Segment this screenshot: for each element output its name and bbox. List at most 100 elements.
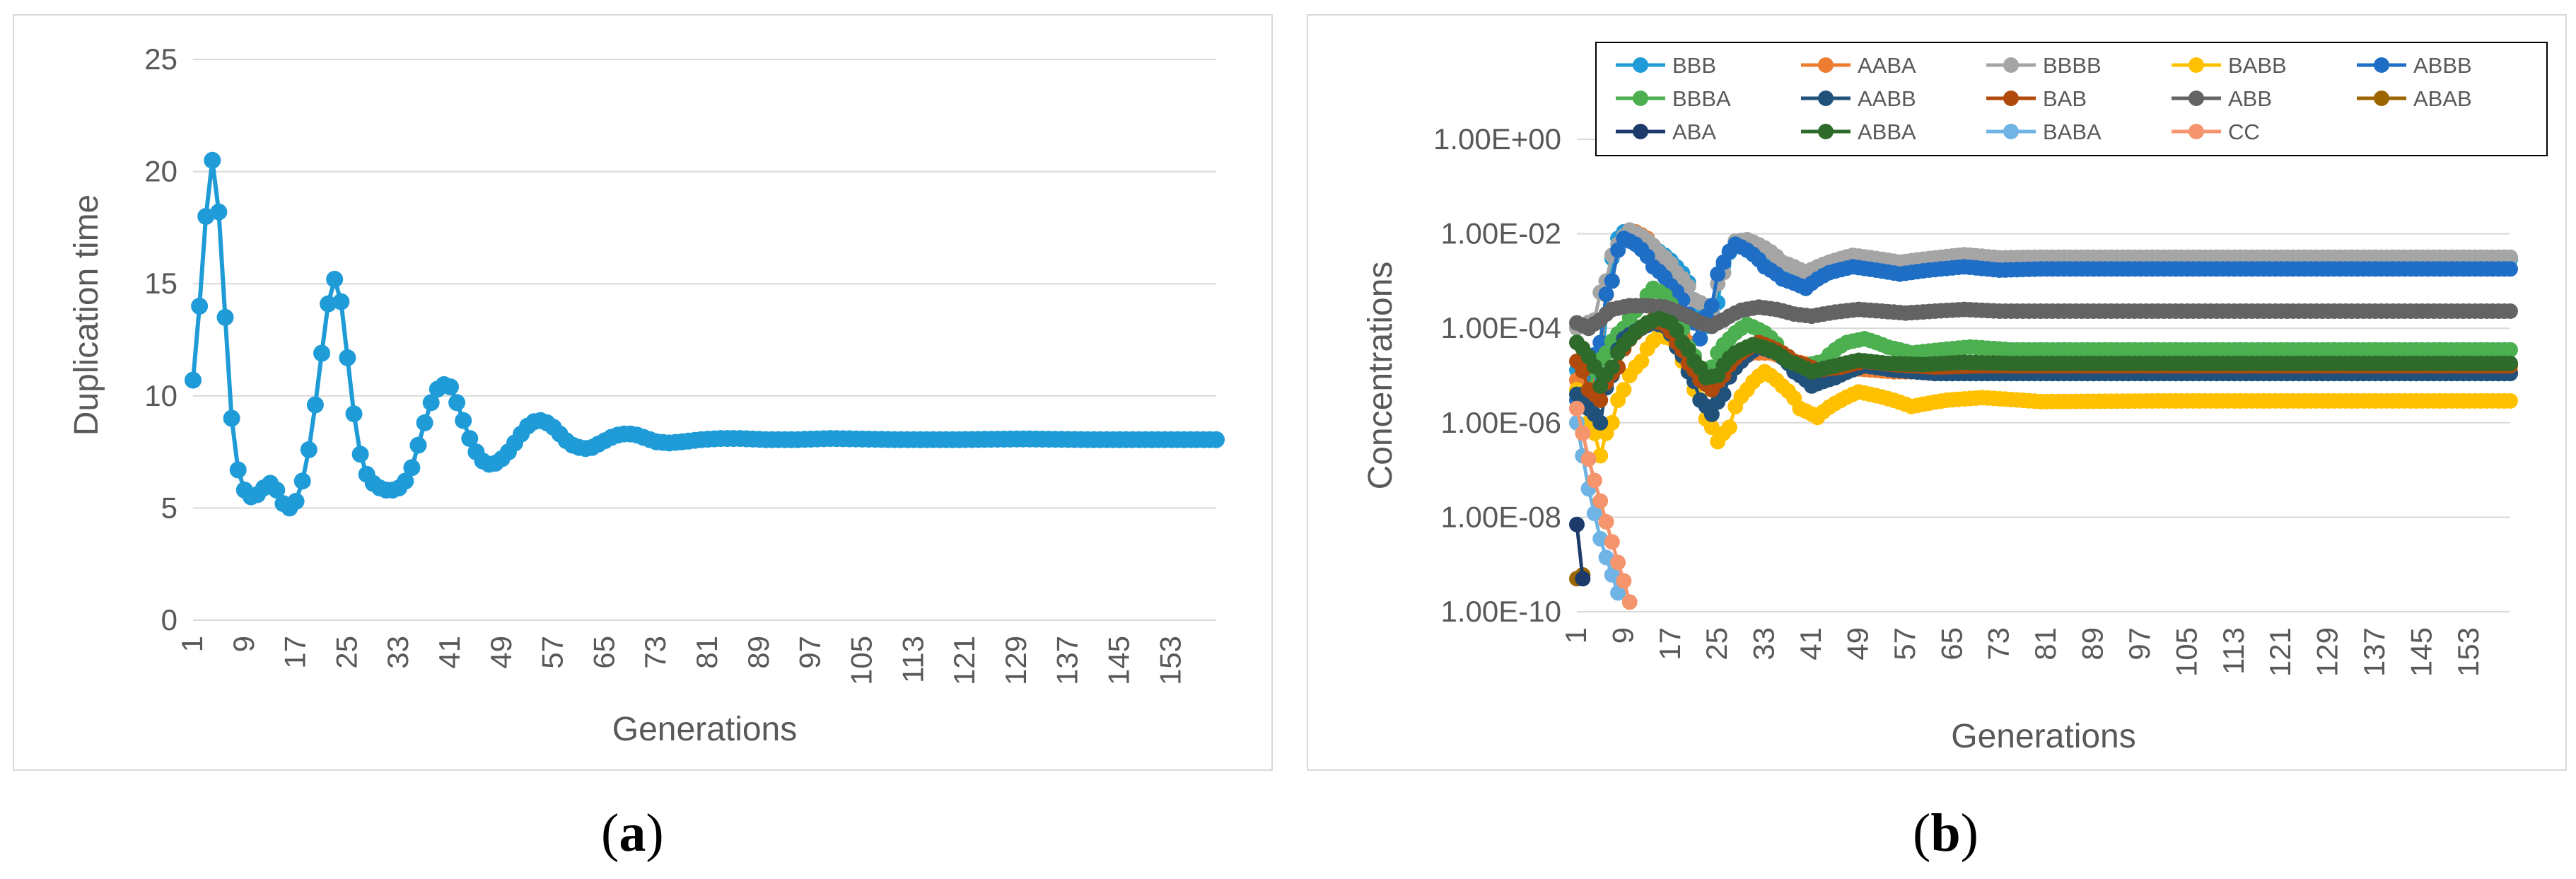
chart-a-svg: 0 5 10 15 20 25 1 9 17 25 33 41 49 57 65 73 81 89 97 105 113…	[68, 42, 1225, 748]
data-point	[1715, 386, 1732, 402]
x-tick-label: 129	[2311, 627, 2344, 677]
x-tick-label: 97	[793, 636, 827, 669]
x-tick-label: 137	[2358, 627, 2391, 677]
x-tick-label: 145	[1102, 636, 1135, 685]
x-tick-label: 1	[175, 636, 209, 652]
chart-b-svg: 1.00E-10 1.00E-08 1.00E-06 1.00E-04 1.00E-02…	[1362, 42, 2548, 755]
data-point	[1598, 513, 1614, 530]
legend-item: BBBA	[1616, 86, 1731, 111]
legend-marker	[2374, 57, 2389, 73]
data-point	[345, 405, 363, 423]
data-point	[1598, 549, 1614, 566]
x-tick-label: 41	[1794, 627, 1827, 660]
legend-marker	[1818, 57, 1834, 73]
data-point	[191, 297, 209, 315]
legend-marker	[2189, 57, 2204, 73]
data-point	[1592, 378, 1609, 394]
data-point	[416, 414, 433, 431]
data-point	[1592, 493, 1609, 509]
legend-item: ABBA	[1801, 120, 1916, 144]
legend-label: ABAB	[2413, 86, 2472, 111]
legend-label: BABA	[2043, 120, 2102, 144]
data-point	[1703, 419, 1720, 436]
x-tick-label: 129	[999, 636, 1032, 685]
data-point	[216, 308, 234, 326]
data-point	[1592, 448, 1609, 464]
data-point	[1598, 286, 1614, 303]
legend-label: ABBB	[2413, 53, 2472, 78]
data-point	[313, 344, 330, 362]
legend-label: AABB	[1858, 86, 1916, 111]
data-point	[1604, 273, 1620, 289]
data-point	[185, 371, 202, 389]
x-tick-label: 73	[1982, 627, 2015, 660]
series-line	[1575, 524, 1585, 579]
legend-label: BBBA	[1672, 86, 1731, 111]
y-tick-label: 25	[144, 42, 177, 76]
x-tick-label: 25	[330, 636, 363, 669]
data-point	[1680, 279, 1696, 295]
data-point	[397, 472, 414, 490]
y-tick-label: 1.00E-04	[1441, 311, 1561, 344]
y-axis-title: Concentrations	[1362, 262, 1399, 490]
x-tick-label: 65	[587, 636, 620, 669]
x-tick-label: 49	[1841, 627, 1874, 660]
legend-item: BBBB	[1986, 53, 2102, 78]
legend-item: ABB	[2172, 86, 2272, 111]
x-tick-label: 1	[1559, 627, 1592, 644]
series-bbba	[1569, 280, 2518, 431]
x-tick-label: 17	[279, 636, 312, 669]
x-tick-label: 137	[1051, 636, 1084, 685]
data-point	[1575, 363, 1591, 379]
data-point	[293, 472, 311, 490]
data-point	[1586, 506, 1602, 522]
y-tick-label: 1.00E-02	[1441, 217, 1561, 250]
x-tick-label: 65	[1935, 627, 1968, 660]
subfigure-label-b: (b)	[1913, 803, 1978, 863]
x-tick-label: 97	[2123, 627, 2156, 660]
data-point	[1592, 530, 1609, 547]
y-tick-label: 20	[144, 155, 177, 188]
x-tick-label: 25	[1700, 627, 1733, 660]
x-tick-label: 105	[2169, 627, 2203, 677]
data-point	[1610, 554, 1626, 571]
data-point	[210, 203, 228, 221]
data-point	[197, 208, 215, 225]
data-point	[326, 270, 344, 288]
x-tick-label: 153	[1153, 636, 1187, 685]
x-tick-label: 153	[2452, 627, 2485, 677]
data-point	[422, 394, 440, 412]
legend-item: AABB	[1801, 86, 1916, 111]
legend-label: BBBB	[2043, 53, 2102, 78]
legend-item: BBB	[1616, 53, 1716, 78]
legend-marker	[1818, 124, 1834, 139]
x-tick-label: 33	[381, 636, 414, 669]
y-tick-label: 0	[161, 603, 177, 636]
x-tick-label: 81	[2029, 627, 2062, 660]
legend-marker	[2003, 91, 2019, 106]
series-abba	[1569, 310, 2518, 394]
data-point	[1575, 425, 1591, 441]
data-point	[1610, 585, 1626, 601]
legend-marker	[2003, 124, 2019, 139]
x-tick-label: 81	[690, 636, 723, 669]
legend-label: AABA	[1858, 53, 1916, 78]
legend-marker	[1633, 91, 1648, 106]
data-point	[455, 412, 472, 429]
x-tick-label: 33	[1747, 627, 1781, 660]
data-point	[1592, 414, 1609, 431]
data-point	[2502, 249, 2518, 265]
y-tick-label: 5	[161, 491, 177, 524]
chart-panel-b: 1.00E-10 1.00E-08 1.00E-06 1.00E-04 1.00E-02…	[1307, 14, 2567, 771]
y-tick-label: 1.00E-08	[1441, 500, 1561, 533]
data-point	[1721, 419, 1737, 436]
y-tick-label: 10	[144, 379, 177, 412]
legend-label: BBB	[1672, 53, 1716, 78]
data-point	[1580, 451, 1597, 467]
data-point	[409, 436, 427, 454]
data-point	[268, 482, 286, 499]
data-point	[1616, 382, 1632, 398]
data-point	[1610, 242, 1626, 258]
legend-marker	[1633, 124, 1648, 139]
data-point	[2502, 355, 2518, 371]
